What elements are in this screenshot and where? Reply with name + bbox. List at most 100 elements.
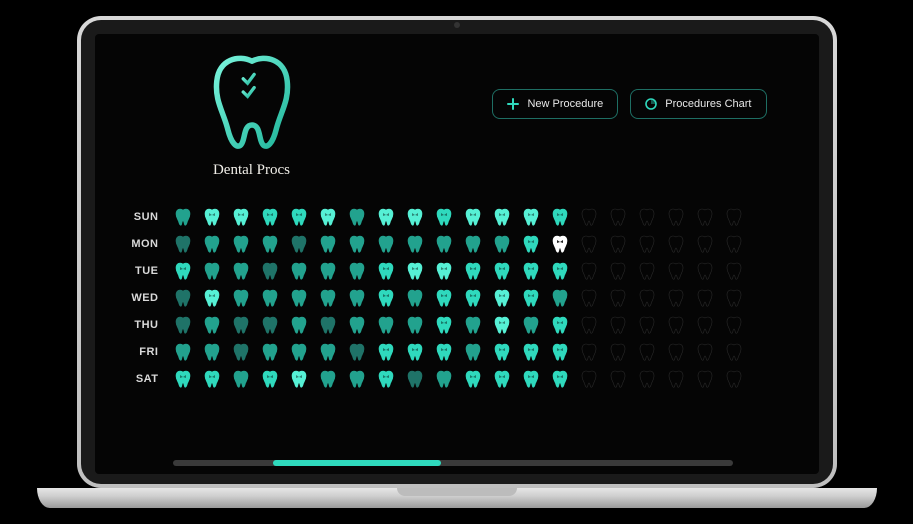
activity-cell[interactable] <box>520 314 542 336</box>
activity-cell[interactable] <box>694 233 716 255</box>
activity-cell[interactable] <box>317 341 339 363</box>
activity-cell[interactable] <box>288 287 310 309</box>
activity-cell[interactable] <box>346 314 368 336</box>
activity-cell[interactable] <box>346 206 368 228</box>
activity-cell[interactable] <box>723 368 745 390</box>
activity-cell[interactable] <box>549 287 571 309</box>
activity-cell[interactable] <box>404 341 426 363</box>
activity-cell[interactable] <box>346 287 368 309</box>
activity-cell[interactable] <box>723 341 745 363</box>
activity-cell[interactable] <box>433 287 455 309</box>
activity-cell[interactable] <box>665 368 687 390</box>
activity-cell[interactable] <box>172 287 194 309</box>
activity-cell[interactable] <box>230 368 252 390</box>
activity-cell[interactable] <box>259 206 281 228</box>
activity-cell[interactable] <box>259 233 281 255</box>
activity-cell[interactable] <box>346 341 368 363</box>
activity-cell[interactable] <box>375 341 397 363</box>
activity-cell[interactable] <box>607 287 629 309</box>
activity-cell[interactable] <box>288 233 310 255</box>
activity-cell[interactable] <box>201 368 223 390</box>
activity-cell[interactable] <box>723 233 745 255</box>
activity-cell[interactable] <box>636 206 658 228</box>
activity-cell[interactable] <box>201 341 223 363</box>
activity-cell[interactable] <box>520 260 542 282</box>
activity-cell[interactable] <box>462 368 484 390</box>
activity-cell[interactable] <box>694 260 716 282</box>
activity-cell[interactable] <box>694 341 716 363</box>
activity-cell[interactable] <box>172 368 194 390</box>
activity-cell[interactable] <box>723 314 745 336</box>
activity-cell[interactable] <box>201 260 223 282</box>
activity-cell[interactable] <box>201 233 223 255</box>
activity-cell[interactable] <box>578 206 600 228</box>
activity-cell[interactable] <box>723 206 745 228</box>
procedures-chart-button[interactable]: Procedures Chart <box>630 89 766 119</box>
activity-cell[interactable] <box>288 206 310 228</box>
activity-cell[interactable] <box>259 314 281 336</box>
activity-cell[interactable] <box>694 206 716 228</box>
activity-cell[interactable] <box>259 260 281 282</box>
activity-cell[interactable] <box>375 206 397 228</box>
activity-cell[interactable] <box>520 206 542 228</box>
activity-cell[interactable] <box>520 233 542 255</box>
activity-cell[interactable] <box>578 260 600 282</box>
activity-cell[interactable] <box>230 341 252 363</box>
activity-cell[interactable] <box>230 260 252 282</box>
activity-cell[interactable] <box>288 260 310 282</box>
activity-cell[interactable] <box>694 368 716 390</box>
activity-cell[interactable] <box>317 314 339 336</box>
activity-cell[interactable] <box>201 206 223 228</box>
activity-cell[interactable] <box>607 260 629 282</box>
activity-cell[interactable] <box>433 341 455 363</box>
activity-cell[interactable] <box>665 206 687 228</box>
activity-cell[interactable] <box>549 368 571 390</box>
activity-cell[interactable] <box>520 341 542 363</box>
activity-cell[interactable] <box>230 287 252 309</box>
activity-cell[interactable] <box>404 287 426 309</box>
horizontal-scrollbar-thumb[interactable] <box>273 460 441 466</box>
horizontal-scrollbar-track[interactable] <box>173 460 733 466</box>
activity-cell[interactable] <box>433 368 455 390</box>
activity-cell[interactable] <box>491 233 513 255</box>
activity-cell[interactable] <box>404 260 426 282</box>
activity-cell[interactable] <box>694 287 716 309</box>
activity-cell[interactable] <box>288 341 310 363</box>
activity-cell[interactable] <box>636 314 658 336</box>
activity-cell[interactable] <box>549 206 571 228</box>
activity-cell[interactable] <box>665 260 687 282</box>
activity-cell[interactable] <box>520 287 542 309</box>
activity-cell[interactable] <box>433 233 455 255</box>
activity-cell[interactable] <box>172 314 194 336</box>
activity-cell[interactable] <box>404 233 426 255</box>
activity-cell[interactable] <box>607 341 629 363</box>
activity-cell[interactable] <box>172 233 194 255</box>
activity-cell[interactable] <box>607 314 629 336</box>
activity-cell[interactable] <box>462 287 484 309</box>
activity-cell[interactable] <box>462 233 484 255</box>
activity-cell[interactable] <box>607 206 629 228</box>
activity-cell[interactable] <box>665 287 687 309</box>
activity-cell[interactable] <box>259 287 281 309</box>
activity-cell[interactable] <box>317 260 339 282</box>
activity-cell[interactable] <box>578 287 600 309</box>
activity-cell[interactable] <box>491 260 513 282</box>
activity-cell[interactable] <box>346 260 368 282</box>
activity-cell[interactable] <box>404 206 426 228</box>
activity-cell[interactable] <box>230 314 252 336</box>
activity-cell[interactable] <box>404 314 426 336</box>
activity-cell[interactable] <box>346 368 368 390</box>
activity-cell[interactable] <box>375 287 397 309</box>
activity-cell[interactable] <box>636 233 658 255</box>
activity-cell[interactable] <box>491 206 513 228</box>
new-procedure-button[interactable]: New Procedure <box>492 89 618 119</box>
activity-cell[interactable] <box>665 233 687 255</box>
activity-cell[interactable] <box>578 368 600 390</box>
activity-cell[interactable] <box>230 233 252 255</box>
activity-cell[interactable] <box>172 341 194 363</box>
activity-cell[interactable] <box>288 368 310 390</box>
activity-cell[interactable] <box>375 368 397 390</box>
activity-cell[interactable] <box>636 260 658 282</box>
activity-cell[interactable] <box>549 233 571 255</box>
activity-cell[interactable] <box>665 314 687 336</box>
